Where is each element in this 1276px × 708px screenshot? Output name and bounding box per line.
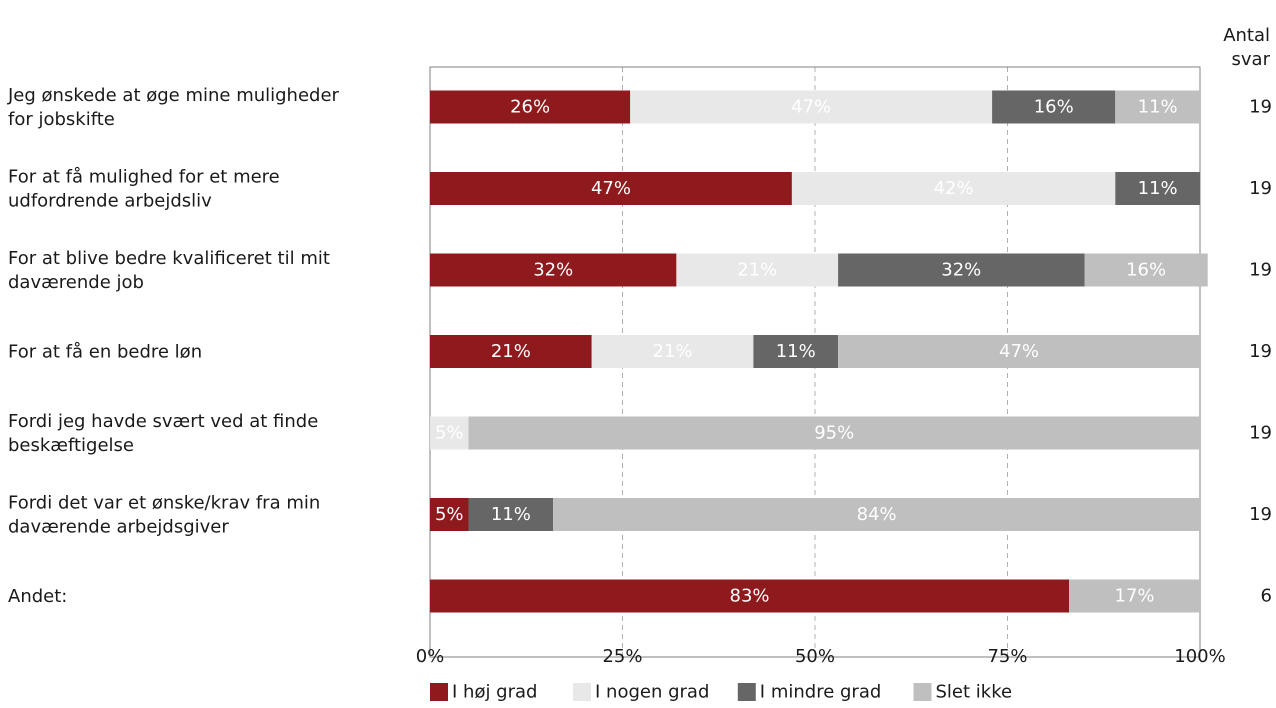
count-value-4: 19 [1249, 423, 1272, 444]
bar-segment-row4-s1 [430, 416, 469, 450]
data-label-row4-s3: 95% [814, 423, 854, 444]
data-label-row3-s0: 21% [491, 341, 531, 362]
data-label-row0-s2: 16% [1034, 97, 1074, 118]
bar-segment-row0-s0 [430, 90, 631, 124]
x-axis-tick-labels: 0% 25% 50% 75% 100% [416, 646, 1226, 667]
bar-segment-row5-s0 [430, 498, 469, 531]
count-header: Antal svar [1223, 25, 1270, 70]
data-label-row6-s0: 83% [730, 586, 770, 607]
category-label-6: Andet: [8, 586, 67, 607]
x-tick-label-0: 0% [416, 646, 445, 667]
bar-segment-row5-s2 [468, 498, 554, 531]
bar-segment-row2-s3 [1084, 253, 1208, 287]
data-label-row3-s2: 11% [776, 341, 816, 362]
data-label-row0-s0: 26% [510, 97, 550, 118]
legend-label-3: Slet ikke [936, 682, 1013, 703]
x-tick-label-75: 75% [987, 646, 1027, 667]
bars-layer: 26% 47% 16% 11% 47% 42% 11% 32% 21% 32% 16% 21% 21% 1… [430, 90, 1208, 613]
count-value-2: 19 [1249, 260, 1272, 281]
legend-label-0: I høj grad [452, 682, 537, 703]
bar-segment-row0-s2 [992, 90, 1116, 124]
count-value-0: 19 [1249, 97, 1272, 118]
category-label-1: For at få mulighed for et mere udfordrend… [8, 166, 280, 211]
data-label-row4-s1: 5% [435, 423, 464, 444]
count-value-3: 19 [1249, 341, 1272, 362]
bar-segment-row3-s3 [838, 335, 1200, 368]
bar-segment-row1-s1 [791, 172, 1116, 205]
data-label-row3-s1: 21% [653, 341, 693, 362]
bar-segment-row0-s3 [1115, 90, 1200, 124]
legend-swatch-2 [737, 683, 756, 701]
data-label-row2-s3: 16% [1126, 260, 1166, 281]
data-label-row3-s3: 47% [999, 341, 1039, 362]
count-header-line: Antal [1223, 25, 1270, 46]
legend-label-1: I nogen grad [595, 682, 709, 703]
bar-segment-row3-s2 [753, 335, 839, 368]
data-label-row2-s2: 32% [941, 260, 981, 281]
bar-segment-row5-s3 [553, 498, 1200, 531]
category-label-line: Fordi det var et ønske/krav fra min [8, 492, 320, 513]
data-label-row0-s1: 47% [791, 97, 831, 118]
data-label-row6-s3: 17% [1115, 586, 1155, 607]
category-label-2: For at blive bedre kvalificeret til mit d… [8, 248, 330, 293]
category-label-line: udfordrende arbejdsliv [8, 190, 212, 211]
category-label-5: Fordi det var et ønske/krav fra min davær… [8, 492, 320, 537]
category-label-line: For at få mulighed for et mere [8, 166, 280, 187]
data-label-row2-s0: 32% [533, 260, 573, 281]
bar-segment-row2-s0 [430, 253, 677, 287]
bar-segment-row1-s2 [1115, 172, 1200, 205]
legend-swatch-1 [573, 683, 591, 701]
data-label-row5-s2: 11% [491, 504, 531, 525]
category-label-3: For at få en bedre løn [8, 341, 202, 362]
bar-segment-row2-s1 [676, 253, 839, 287]
bar-segment-row4-s3 [468, 416, 1200, 450]
x-tick-label-50: 50% [795, 646, 835, 667]
legend-swatch-0 [430, 683, 448, 701]
data-label-row2-s1: 21% [737, 260, 777, 281]
legend: I høj grad I nogen grad I mindre grad Slet … [430, 682, 1012, 703]
count-column: Antal svar 19 19 19 19 19 19 6 [1223, 25, 1272, 607]
count-value-5: 19 [1249, 504, 1272, 525]
category-label-line: daværende job [8, 272, 144, 293]
bar-segment-row6-s0 [430, 579, 1070, 613]
bar-segment-row3-s1 [591, 335, 754, 368]
data-label-row0-s3: 11% [1138, 97, 1178, 118]
category-label-4: Fordi jeg havde svært ved at finde beskæf… [8, 411, 318, 456]
data-label-row1-s2: 11% [1138, 178, 1178, 199]
bar-segment-row3-s0 [430, 335, 592, 368]
category-label-line: for jobskifte [8, 109, 115, 130]
x-tick-label-100: 100% [1174, 646, 1225, 667]
category-label-line: For at blive bedre kvalificeret til mit [8, 248, 330, 269]
bar-segment-row1-s0 [430, 172, 792, 205]
category-label-line: beskæftigelse [8, 435, 134, 456]
count-value-6: 6 [1261, 586, 1272, 607]
bar-segment-row0-s1 [630, 90, 993, 124]
legend-label-2: I mindre grad [760, 682, 881, 703]
category-label-line: Fordi jeg havde svært ved at finde [8, 411, 318, 432]
category-label-line: For at få en bedre løn [8, 341, 202, 362]
data-label-row1-s0: 47% [591, 178, 631, 199]
legend-swatch-3 [913, 683, 932, 701]
data-label-row5-s3: 84% [857, 504, 897, 525]
category-label-0: Jeg ønskede at øge mine muligheder for jo… [7, 85, 340, 130]
count-value-1: 19 [1249, 178, 1272, 199]
data-label-row1-s1: 42% [934, 178, 974, 199]
category-label-line: daværende arbejdsgiver [8, 516, 229, 537]
category-label-line: Jeg ønskede at øge mine muligheder [7, 85, 340, 106]
category-label-line: Andet: [8, 586, 67, 607]
bar-segment-row6-s3 [1069, 579, 1200, 613]
x-tick-label-25: 25% [602, 646, 642, 667]
bar-segment-row2-s2 [838, 253, 1085, 287]
data-label-row5-s0: 5% [435, 504, 464, 525]
category-labels: Jeg ønskede at øge mine muligheder for jo… [7, 85, 340, 607]
count-header-line: svar [1232, 49, 1271, 70]
